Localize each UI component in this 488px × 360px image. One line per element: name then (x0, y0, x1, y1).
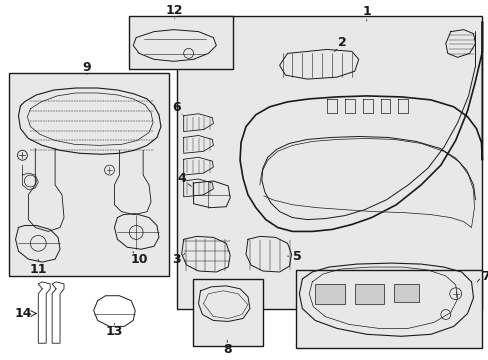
Text: 10: 10 (130, 253, 148, 266)
Bar (315, 284, 344, 303)
Bar (9, 73, 168, 276)
Text: 4: 4 (177, 171, 186, 185)
Bar (192, 279, 262, 346)
Text: 11: 11 (29, 262, 47, 275)
Text: 13: 13 (105, 325, 123, 338)
Text: 9: 9 (82, 61, 91, 74)
Text: 14: 14 (15, 307, 32, 320)
Text: 8: 8 (223, 343, 231, 356)
Bar (296, 270, 482, 348)
Bar (393, 284, 418, 302)
Text: 2: 2 (337, 36, 346, 49)
Text: 12: 12 (166, 4, 183, 17)
Bar (354, 284, 384, 303)
Text: 1: 1 (362, 5, 370, 18)
Text: 3: 3 (172, 253, 181, 266)
Text: 6: 6 (172, 101, 181, 114)
Bar (176, 16, 482, 309)
Text: 7: 7 (480, 270, 488, 283)
Bar (129, 16, 233, 69)
Text: 5: 5 (292, 250, 301, 263)
